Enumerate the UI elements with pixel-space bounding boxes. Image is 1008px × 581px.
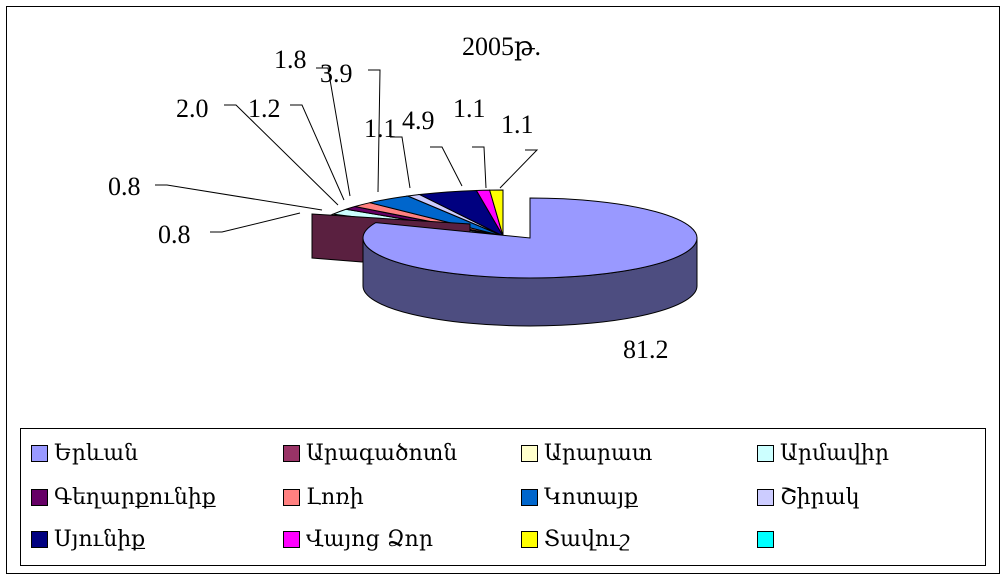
data-label-4: 2.0 [176,94,209,123]
leader-line-5 [290,104,345,201]
data-label-11: 1.1 [501,110,534,139]
data-label-9: 4.9 [402,106,435,135]
pie-chart: 2005թ. 81.20.80.82.0 1.21.8 3.91.1 4.9 1.11.… [108,32,698,364]
legend-item-11: Տավուշ [521,525,630,553]
legend-swatch-10 [283,530,300,548]
legend-label-8: Շիրակ [780,484,860,510]
data-label-10: 1.1 [453,94,486,123]
legend-item-1: Երևան [31,439,138,467]
legend-swatch-1 [31,444,48,462]
legend-item-5: Գեղարքունիք [31,483,216,511]
chart-title: 2005թ. [462,32,541,61]
legend-swatch-4 [757,444,774,462]
data-label-1: 81.2 [623,335,669,364]
legend-item-8: Շիրակ [757,483,859,511]
leader-line-4 [224,104,339,206]
legend-swatch-8 [757,488,774,506]
legend-item-3: Արարատ [521,439,652,467]
legend-swatch-12 [757,530,774,548]
legend-item-4: Արմավիր [757,439,889,467]
legend-swatch-6 [283,488,300,506]
data-label-7: 3.9 [320,59,353,88]
leader-line-2 [210,212,301,233]
legend-label-3: Արարատ [544,440,653,466]
legend-label-4: Արմավիր [780,440,890,466]
legend-swatch-3 [521,444,538,462]
legend-item-2: Արագածոտն [283,439,457,467]
legend-label-10: Վայոց Ձոր [306,526,433,552]
legend-label-5: Գեղարքունիք [54,484,216,510]
legend-swatch-5 [31,488,48,506]
pie-slice-11 [488,189,504,237]
leader-line-7 [368,69,381,193]
legend-label-7: Կոտայք [544,484,639,510]
leader-line-6 [316,67,351,197]
leader-line-11 [499,149,539,189]
legend-swatch-2 [283,444,300,462]
data-label-5: 1.2 [248,94,281,123]
legend-label-1: Երևան [54,440,139,466]
leader-line-8 [390,136,411,189]
data-label-6: 1.8 [274,45,307,74]
legend-label-6: Լոռի [306,484,364,510]
legend-item-10: Վայոց Ձոր [283,525,433,553]
legend-swatch-7 [521,488,538,506]
leader-line-10 [472,146,487,189]
data-label-3: 0.8 [108,172,141,201]
legend-label-9: Սյունիք [54,526,146,552]
legend-label-2: Արագածոտն [306,440,458,466]
chart-frame [6,6,1000,574]
legend-label-11: Տավուշ [544,526,630,552]
legend-swatch-11 [521,530,538,548]
leader-line-3 [155,184,323,211]
data-label-8: 1.1 [364,114,397,143]
legend: Երևան Արագածոտն Արարատ Արմավիր Գեղարքունիք Լո… [20,428,986,566]
pie-slice-1 [362,197,698,327]
data-label-2: 0.8 [158,220,191,249]
legend-item-6: Լոռի [283,483,364,511]
leader-line-9 [430,146,463,187]
legend-swatch-9 [31,530,48,548]
legend-item-12 [757,525,780,553]
legend-item-9: Սյունիք [31,525,145,553]
legend-item-7: Կոտայք [521,483,638,511]
